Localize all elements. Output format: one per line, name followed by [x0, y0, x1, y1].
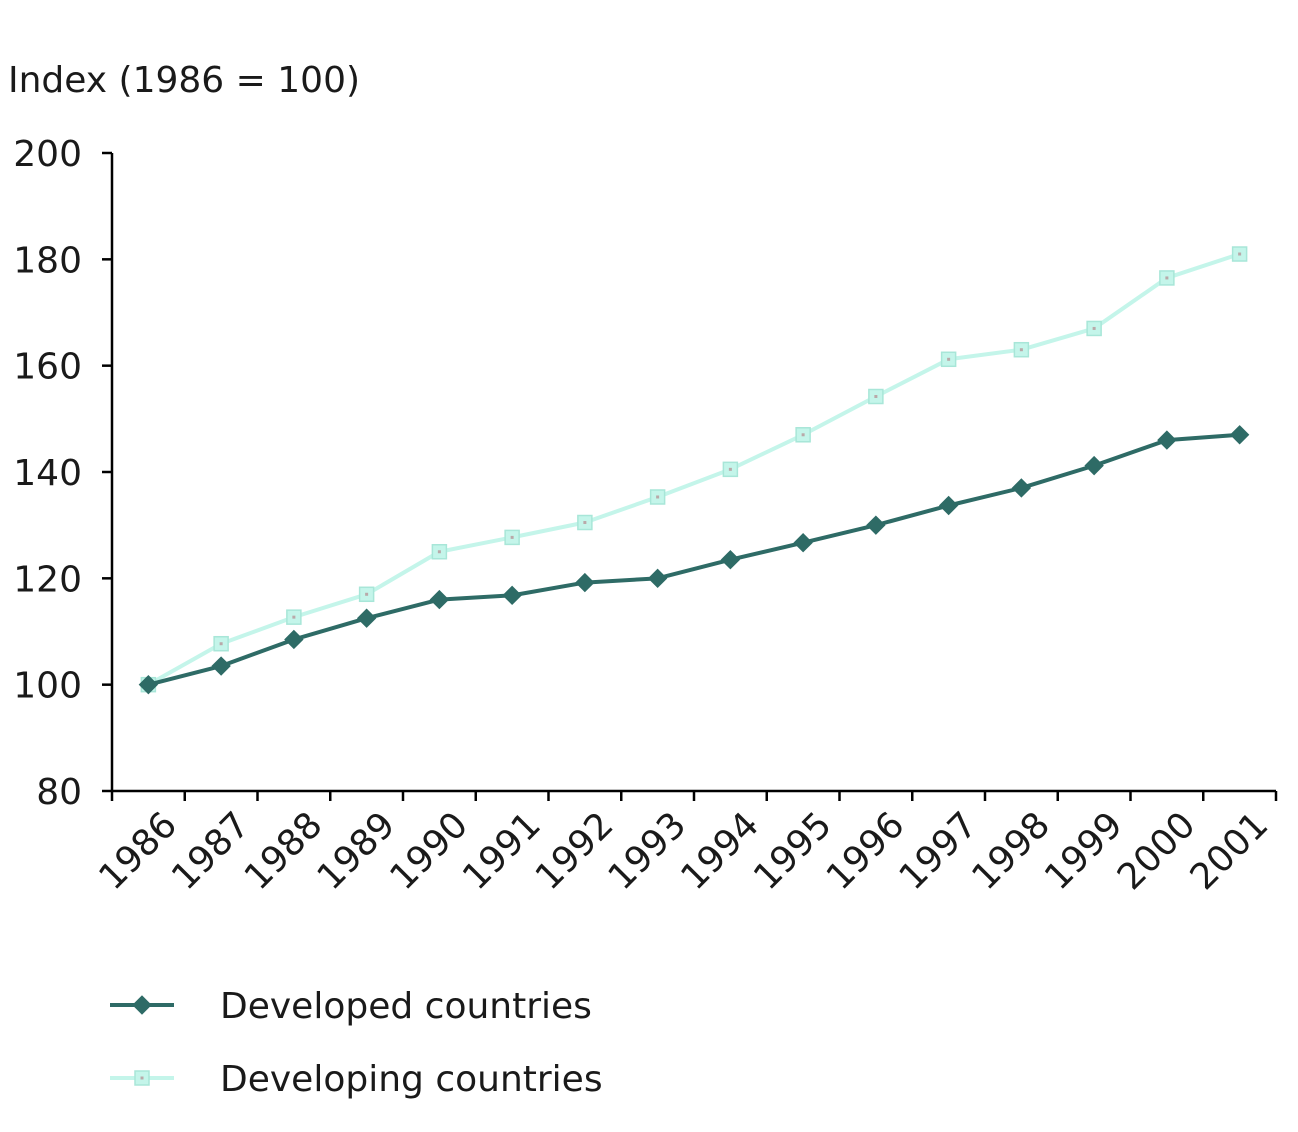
- x-tick-label: 1992: [528, 804, 622, 898]
- x-tick-label: 1995: [746, 804, 840, 898]
- data-point: [1011, 478, 1032, 498]
- y-tick-label: 80: [36, 772, 82, 813]
- y-tick-label: 160: [13, 347, 82, 388]
- axes: [110, 153, 1276, 793]
- legend-item: Developing countries: [110, 1059, 603, 1100]
- y-tick-label: 140: [13, 453, 82, 494]
- data-point-center: [656, 495, 660, 499]
- x-tick-label: 1997: [892, 804, 986, 898]
- x-tick-label: 2001: [1183, 804, 1277, 898]
- data-point-center: [947, 357, 951, 361]
- series-line: [147, 252, 1241, 687]
- data-point-center: [1238, 252, 1242, 256]
- x-tick-label: 1989: [310, 804, 404, 898]
- x-tick-label: 1998: [964, 804, 1058, 898]
- y-tick-label: 120: [13, 559, 82, 600]
- x-tick-label: 1999: [1037, 804, 1131, 898]
- data-point-center: [437, 550, 441, 554]
- y-tick-label: 200: [13, 134, 82, 175]
- y-tick-label: 180: [13, 240, 82, 281]
- legend-item: Developed countries: [110, 986, 592, 1027]
- data-point: [647, 568, 668, 589]
- data-point-center: [583, 521, 587, 525]
- data-point-center: [1092, 326, 1096, 330]
- data-point-center: [1165, 276, 1169, 280]
- y-tick-label: 100: [13, 666, 82, 707]
- data-point: [720, 550, 741, 570]
- data-point-center: [510, 535, 514, 539]
- y-axis-label: Index (1986 = 100): [8, 60, 360, 101]
- data-point: [793, 533, 813, 553]
- data-point: [502, 585, 522, 606]
- x-tick-label: 1988: [237, 804, 331, 898]
- legend-label: Developed countries: [220, 986, 592, 1027]
- legend: Developed countries Developing countries: [110, 986, 603, 1100]
- legend-label: Developing countries: [220, 1059, 603, 1100]
- data-point: [211, 656, 231, 676]
- x-tick-label: 1987: [164, 804, 258, 898]
- x-tick-label: 1996: [819, 804, 913, 898]
- legend-marker-center: [140, 1076, 144, 1080]
- legend-marker: [132, 995, 152, 1015]
- data-point: [938, 495, 959, 516]
- data-point: [1084, 455, 1104, 476]
- data-point-center: [219, 642, 223, 646]
- data-point: [866, 515, 886, 535]
- x-tick-label: 1994: [673, 804, 767, 898]
- series-layer: [138, 246, 1250, 695]
- data-point: [1229, 425, 1250, 445]
- data-point-center: [292, 615, 296, 619]
- x-tick-label: 1991: [455, 804, 549, 898]
- data-point: [284, 629, 304, 650]
- x-axis-ticks: 1986198719881989199019911992199319941995…: [91, 791, 1278, 898]
- x-tick-label: 1993: [601, 804, 695, 898]
- x-tick-label: 1986: [91, 804, 185, 898]
- data-point: [429, 589, 450, 610]
- data-point-center: [365, 592, 369, 596]
- data-point: [1157, 430, 1177, 450]
- data-point-center: [728, 467, 732, 471]
- data-point-center: [1019, 348, 1023, 352]
- data-point: [575, 572, 595, 593]
- data-point-center: [801, 433, 805, 437]
- series-developed: [138, 425, 1250, 695]
- x-tick-label: 2000: [1110, 804, 1204, 898]
- data-point: [138, 674, 159, 695]
- data-point: [356, 608, 377, 628]
- y-axis-ticks: 80 100 120 140 160 180 200: [13, 134, 112, 813]
- series-developing: [140, 246, 1248, 693]
- series-line: [147, 432, 1240, 687]
- data-point-center: [874, 395, 878, 399]
- x-tick-label: 1990: [382, 804, 476, 898]
